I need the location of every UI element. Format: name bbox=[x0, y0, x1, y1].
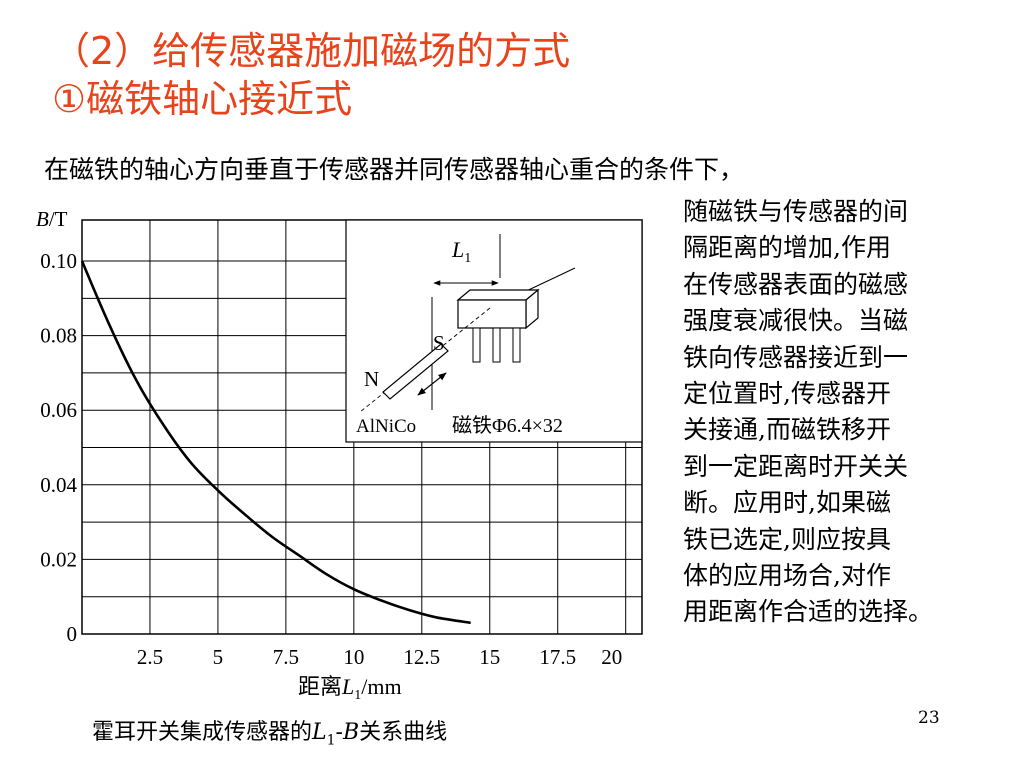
sensor-diagram: L1 S N AlNiCo 磁铁Φ6.4×32 bbox=[345, 219, 643, 443]
magnet-spec-label: 磁铁Φ6.4×32 bbox=[452, 414, 563, 437]
x-tick-label: 10 bbox=[343, 645, 364, 669]
y-tick-label: 0.06 bbox=[40, 398, 77, 422]
pole-n-label: N bbox=[364, 367, 379, 391]
y-tick-label: 0.08 bbox=[40, 324, 77, 348]
y-tick-label: 0 bbox=[67, 622, 78, 646]
sensor-top bbox=[456, 289, 540, 301]
sensor-pin bbox=[492, 327, 501, 363]
y-tick-label: 0.04 bbox=[40, 473, 77, 497]
side-paragraph: 随磁铁与传感器的间 隔距离的增加,作用 在传感器表面的磁感 强度衰减很快。当磁 … bbox=[683, 194, 1013, 631]
y-axis-label: B/T bbox=[36, 207, 68, 231]
side-line: 用距离作合适的选择。 bbox=[683, 597, 934, 627]
x-tick-label: 17.5 bbox=[539, 645, 576, 669]
page-number: 23 bbox=[918, 708, 940, 728]
sensor-pin bbox=[472, 327, 481, 363]
side-line: 定位置时,传感器开 bbox=[683, 378, 891, 408]
x-tick-label: 15 bbox=[479, 645, 500, 669]
x-tick-label: 20 bbox=[601, 645, 622, 669]
x-tick-label: 12.5 bbox=[403, 645, 440, 669]
side-line: 随磁铁与传感器的间 bbox=[683, 197, 909, 226]
x-tick-label: 5 bbox=[213, 645, 224, 669]
side-line: 铁已选定,则应按具 bbox=[683, 524, 891, 554]
x-axis-label: 距离L1/mm bbox=[298, 674, 402, 703]
b-vs-l1-chart: L1 S N AlNiCo 磁铁Φ6.4×32 0 0.02 0.04 0.06 0.0… bbox=[36, 207, 643, 703]
slide-title-line-1: （2）给传感器施加磁场的方式 bbox=[52, 29, 571, 73]
slide-title-line-2: ①磁铁轴心接近式 bbox=[52, 77, 353, 121]
x-tick-label: 2.5 bbox=[137, 645, 163, 669]
side-line: 体的应用场合,对作 bbox=[683, 560, 891, 590]
material-label: AlNiCo bbox=[356, 416, 416, 437]
side-line: 强度衰减很快。当磁 bbox=[683, 306, 909, 336]
side-line: 铁向传感器接近到一 bbox=[683, 342, 909, 372]
intro-text: 在磁铁的轴心方向垂直于传感器并同传感器轴心重合的条件下， bbox=[44, 155, 745, 184]
pole-s-label: S bbox=[433, 331, 445, 355]
side-line: 关接通,而磁铁移开 bbox=[683, 415, 891, 445]
side-line: 在传感器表面的磁感 bbox=[683, 269, 909, 299]
b-curve bbox=[80, 260, 471, 625]
y-tick-label: 0.10 bbox=[40, 249, 77, 273]
magnet-body bbox=[382, 343, 449, 400]
l1-label: L1 bbox=[451, 237, 471, 266]
sensor-front bbox=[457, 299, 527, 329]
side-line: 到一定距离时开关关 bbox=[683, 451, 909, 481]
sensor-pin bbox=[512, 327, 521, 363]
side-line: 隔距离的增加,作用 bbox=[683, 233, 891, 263]
y-tick-label: 0.02 bbox=[40, 547, 77, 571]
side-line: 断。应用时,如果磁 bbox=[683, 488, 891, 518]
x-tick-label: 7.5 bbox=[273, 645, 299, 669]
figure-caption: 霍耳开关集成传感器的L1-B关系曲线 bbox=[92, 720, 448, 749]
movement-arrow bbox=[417, 372, 447, 396]
